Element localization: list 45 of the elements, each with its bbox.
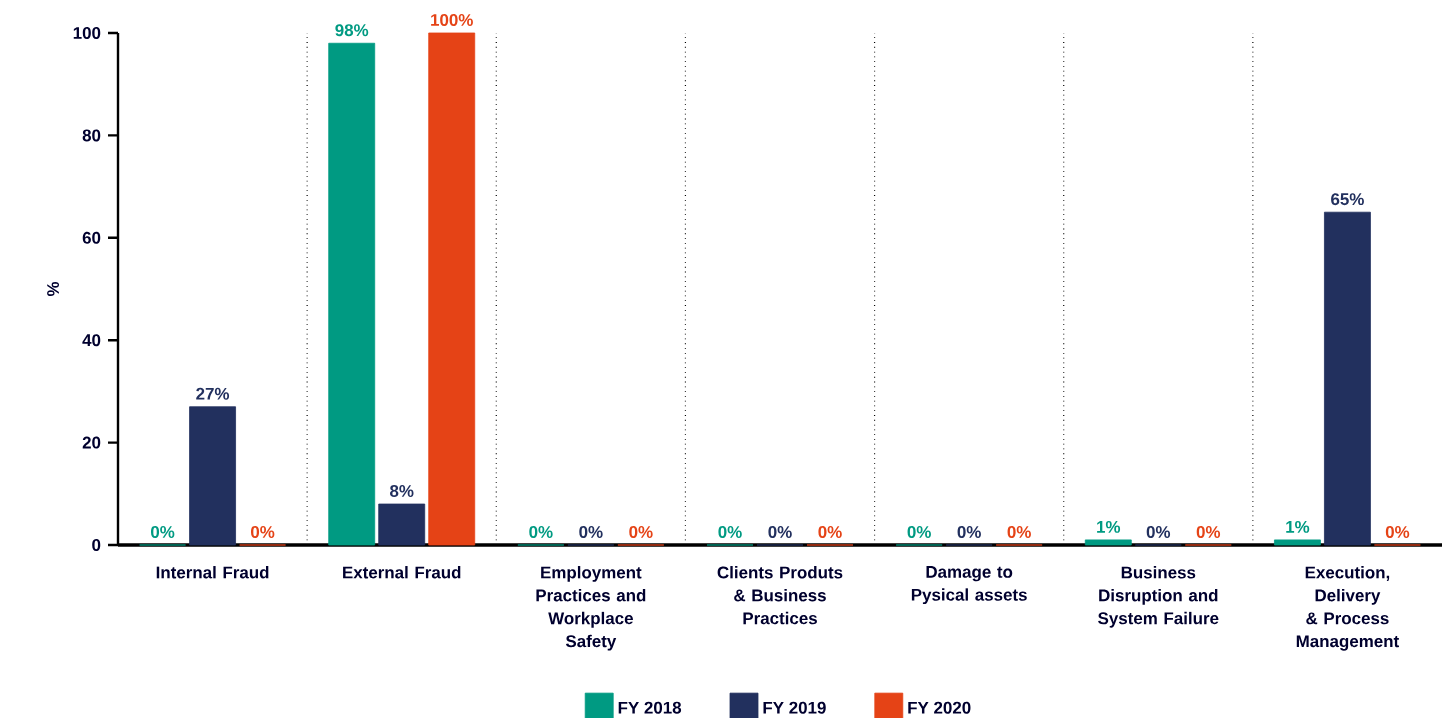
y-tick-label: 20 xyxy=(82,436,101,449)
data-label: 0% xyxy=(250,525,275,538)
bar xyxy=(1084,539,1132,546)
data-label: 1% xyxy=(1286,520,1310,533)
bar xyxy=(428,32,476,546)
data-label: 0% xyxy=(150,525,175,538)
x-tick-label: Employment Practices and Workplace Safety xyxy=(536,566,646,651)
data-label: 98% xyxy=(335,24,369,37)
data-label: 0% xyxy=(907,525,931,538)
y-axis-title: % xyxy=(47,281,60,297)
data-label: 0% xyxy=(1146,525,1171,538)
data-label: 0% xyxy=(529,525,553,538)
y-tick-label: 0 xyxy=(92,539,101,551)
bar xyxy=(189,406,236,546)
x-tick-label: Internal Fraud xyxy=(156,566,269,579)
y-tick-label: 100 xyxy=(73,27,101,39)
data-label: 8% xyxy=(390,485,414,497)
data-label: 0% xyxy=(1385,525,1410,538)
legend-label: FY 2020 xyxy=(908,701,971,714)
x-tick-label: Business Disruption and System Failure xyxy=(1098,566,1219,628)
data-label: 0% xyxy=(579,525,603,538)
data-label: 0% xyxy=(1196,525,1221,538)
bar xyxy=(1274,539,1321,546)
data-label: 0% xyxy=(818,525,842,538)
bar xyxy=(378,503,426,546)
x-tick-label: Execution, Delivery & Process Management xyxy=(1296,566,1399,651)
data-label: 0% xyxy=(1007,525,1031,538)
bar xyxy=(1324,211,1371,546)
legend-label: FY 2018 xyxy=(618,701,682,714)
legend-label: FY 2019 xyxy=(763,701,826,714)
data-label: 27% xyxy=(196,387,230,400)
y-tick-label: 40 xyxy=(82,334,101,347)
data-label: 0% xyxy=(768,525,792,538)
data-label: 1% xyxy=(1097,520,1121,533)
bar xyxy=(328,42,376,546)
data-label: 0% xyxy=(957,525,981,538)
data-label: 0% xyxy=(629,525,653,538)
data-label: 65% xyxy=(1331,193,1364,206)
data-label: 0% xyxy=(718,525,742,538)
data-label: 100% xyxy=(431,13,473,26)
x-tick-label: Damage to Pysical assets xyxy=(911,566,1027,605)
x-tick-label: External Fraud xyxy=(343,566,461,579)
y-tick-label: 60 xyxy=(82,231,101,244)
y-tick-label: 80 xyxy=(82,129,101,142)
x-tick-label: Clients Produts & Business Practices xyxy=(717,566,843,625)
